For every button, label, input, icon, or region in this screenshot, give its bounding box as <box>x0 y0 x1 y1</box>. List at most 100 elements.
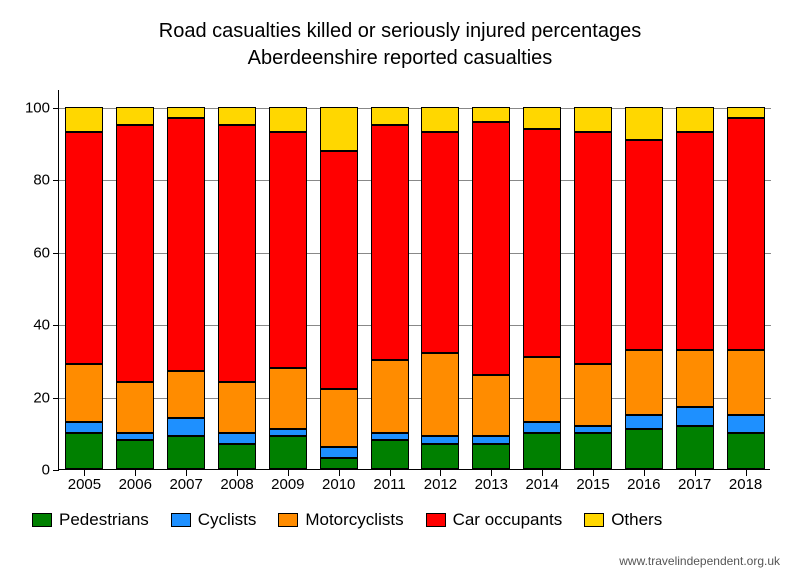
legend-label: Motorcyclists <box>305 510 403 530</box>
legend-item: Others <box>584 510 662 530</box>
ytick-mark <box>53 470 59 471</box>
bar-segment <box>116 440 154 469</box>
xtick-label: 2017 <box>670 476 720 493</box>
ytick-label: 80 <box>10 172 50 189</box>
legend-label: Pedestrians <box>59 510 149 530</box>
bar-segment <box>574 107 612 132</box>
xtick-label: 2014 <box>517 476 567 493</box>
bar-segment <box>167 118 205 371</box>
bar-segment <box>727 415 765 433</box>
gridline <box>59 325 771 326</box>
xtick-label: 2016 <box>619 476 669 493</box>
bar-segment <box>371 360 409 432</box>
bar-segment <box>472 436 510 443</box>
ytick-mark <box>53 253 59 254</box>
legend-item: Car occupants <box>426 510 563 530</box>
ytick-label: 100 <box>10 100 50 117</box>
gridline <box>59 253 771 254</box>
legend-item: Pedestrians <box>32 510 149 530</box>
bar-segment <box>371 433 409 440</box>
bar-segment <box>676 107 714 132</box>
bar-segment <box>523 357 561 422</box>
bar-segment <box>421 353 459 436</box>
bar-segment <box>269 368 307 430</box>
bar-segment <box>523 433 561 469</box>
xtick-label: 2013 <box>466 476 516 493</box>
bar-segment <box>625 350 663 415</box>
bar-segment <box>65 422 103 433</box>
bar-segment <box>269 132 307 367</box>
bar-segment <box>472 107 510 121</box>
bar-segment <box>523 107 561 129</box>
bar-segment <box>472 122 510 375</box>
bar-segment <box>676 132 714 349</box>
xtick-label: 2010 <box>314 476 364 493</box>
plot-region: 0204060801002005200620072008200920102011… <box>58 90 770 470</box>
bar-segment <box>218 382 256 433</box>
bar-segment <box>218 444 256 469</box>
xtick-label: 2015 <box>568 476 618 493</box>
xtick-label: 2007 <box>161 476 211 493</box>
bar-segment <box>65 132 103 364</box>
legend-swatch <box>278 513 298 527</box>
bar-segment <box>167 107 205 118</box>
legend-item: Motorcyclists <box>278 510 403 530</box>
bar-segment <box>676 426 714 469</box>
bar-segment <box>167 418 205 436</box>
bar-segment <box>320 447 358 458</box>
ytick-label: 20 <box>10 389 50 406</box>
bar-segment <box>320 107 358 150</box>
bar-segment <box>65 107 103 132</box>
credit-text: www.travelindependent.org.uk <box>619 554 780 568</box>
xtick-label: 2011 <box>365 476 415 493</box>
bar-segment <box>167 371 205 418</box>
ytick-mark <box>53 398 59 399</box>
bar-segment <box>218 433 256 444</box>
ytick-label: 60 <box>10 244 50 261</box>
bar-segment <box>625 107 663 140</box>
bar-segment <box>116 125 154 382</box>
gridline <box>59 398 771 399</box>
xtick-label: 2009 <box>263 476 313 493</box>
bar-segment <box>218 125 256 382</box>
xtick-label: 2018 <box>721 476 771 493</box>
bar-segment <box>472 444 510 469</box>
xtick-label: 2005 <box>59 476 109 493</box>
bar-segment <box>574 426 612 433</box>
legend-swatch <box>32 513 52 527</box>
chart-title-line2: Aberdeenshire reported casualties <box>0 45 800 72</box>
bar-segment <box>371 440 409 469</box>
legend-label: Cyclists <box>198 510 257 530</box>
bar-segment <box>269 429 307 436</box>
bar-segment <box>421 107 459 132</box>
ytick-mark <box>53 180 59 181</box>
bar-segment <box>269 436 307 469</box>
bar-segment <box>371 107 409 125</box>
legend-label: Car occupants <box>453 510 563 530</box>
legend: Pedestrians Cyclists Motorcyclists Car occu… <box>32 510 772 530</box>
bar-segment <box>472 375 510 437</box>
xtick-label: 2012 <box>415 476 465 493</box>
chart-area: 0204060801002005200620072008200920102011… <box>58 90 770 470</box>
bar-segment <box>167 436 205 469</box>
bar-segment <box>320 151 358 390</box>
bar-segment <box>65 364 103 422</box>
bar-segment <box>574 433 612 469</box>
bar-segment <box>574 132 612 364</box>
bar-segment <box>218 107 256 125</box>
bar-segment <box>574 364 612 426</box>
bar-segment <box>320 458 358 469</box>
bar-segment <box>676 350 714 408</box>
bar-segment <box>116 433 154 440</box>
legend-swatch <box>426 513 446 527</box>
gridline <box>59 180 771 181</box>
bar-segment <box>676 407 714 425</box>
ytick-mark <box>53 108 59 109</box>
bar-segment <box>625 415 663 429</box>
legend-item: Cyclists <box>171 510 257 530</box>
ytick-label: 40 <box>10 317 50 334</box>
bar-segment <box>116 382 154 433</box>
legend-swatch <box>171 513 191 527</box>
bar-segment <box>421 444 459 469</box>
gridline <box>59 108 771 109</box>
